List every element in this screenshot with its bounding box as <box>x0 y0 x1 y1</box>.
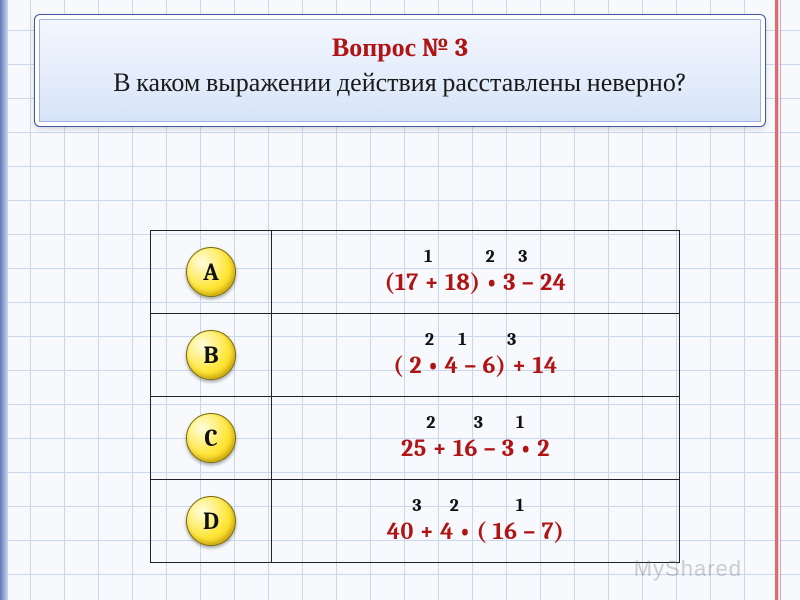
answer-button-d[interactable]: D <box>186 496 236 546</box>
expression-wrap: 2 1 3( 2 • 4 – 6) + 14 <box>393 331 558 379</box>
question-title: Вопрос № 3 <box>59 33 741 63</box>
order-labels: 2 3 1 <box>401 412 550 432</box>
order-number: 3 <box>474 412 483 433</box>
question-panel: Вопрос № 3 В каком выражении действия ра… <box>34 14 766 127</box>
order-number: 1 <box>458 329 466 350</box>
order-number: 1 <box>516 495 524 516</box>
table-row: B 2 1 3( 2 • 4 – 6) + 14 <box>151 314 680 397</box>
order-number: 3 <box>507 329 516 350</box>
frame-left <box>0 0 8 600</box>
order-number: 2 <box>450 495 459 516</box>
answer-label-cell: C <box>151 397 272 480</box>
table-row: D 3 2 140 + 4 • ( 16 – 7) <box>151 480 680 563</box>
answers-table: A123(17 + 18) • 3 – 24B213( 2 • 4 – 6) +… <box>150 230 680 563</box>
order-number: 2 <box>426 412 435 433</box>
table-row: C 2 3 125 + 16 – 3 • 2 <box>151 397 680 480</box>
order-labels: 1 2 3 <box>385 246 567 266</box>
answer-button-c[interactable]: C <box>186 413 236 463</box>
order-number: 1 <box>516 412 524 433</box>
formula-text: (17 + 18) • 3 – 24 <box>385 268 567 296</box>
order-number: 3 <box>518 246 527 267</box>
watermark: MyShared <box>634 556 742 582</box>
question-text: В каком выражении действия расставлены н… <box>59 67 741 100</box>
answer-label-cell: B <box>151 314 272 397</box>
answer-label-cell: D <box>151 480 272 563</box>
formula-text: 25 + 16 – 3 • 2 <box>401 434 550 462</box>
answer-label-cell: A <box>151 231 272 314</box>
expression-wrap: 3 2 140 + 4 • ( 16 – 7) <box>387 497 564 545</box>
margin-line <box>775 0 778 600</box>
order-labels: 2 1 3 <box>393 329 558 349</box>
answer-expression-cell: 2 1 3( 2 • 4 – 6) + 14 <box>272 314 680 397</box>
answer-expression-cell: 3 2 140 + 4 • ( 16 – 7) <box>272 480 680 563</box>
formula-text: 40 + 4 • ( 16 – 7) <box>387 517 564 545</box>
order-number: 3 <box>412 495 421 516</box>
expression-wrap: 2 3 125 + 16 – 3 • 2 <box>401 414 550 462</box>
answer-button-b[interactable]: B <box>186 330 236 380</box>
order-number: 1 <box>424 246 432 267</box>
answer-expression-cell: 1 2 3(17 + 18) • 3 – 24 <box>272 231 680 314</box>
table-row: A 1 2 3(17 + 18) • 3 – 24 <box>151 231 680 314</box>
order-number: 2 <box>425 329 434 350</box>
formula-text: ( 2 • 4 – 6) + 14 <box>393 351 558 379</box>
order-number: 2 <box>485 246 494 267</box>
answer-expression-cell: 2 3 125 + 16 – 3 • 2 <box>272 397 680 480</box>
order-labels: 3 2 1 <box>387 495 564 515</box>
expression-wrap: 1 2 3(17 + 18) • 3 – 24 <box>385 248 567 296</box>
answer-button-a[interactable]: A <box>186 247 236 297</box>
